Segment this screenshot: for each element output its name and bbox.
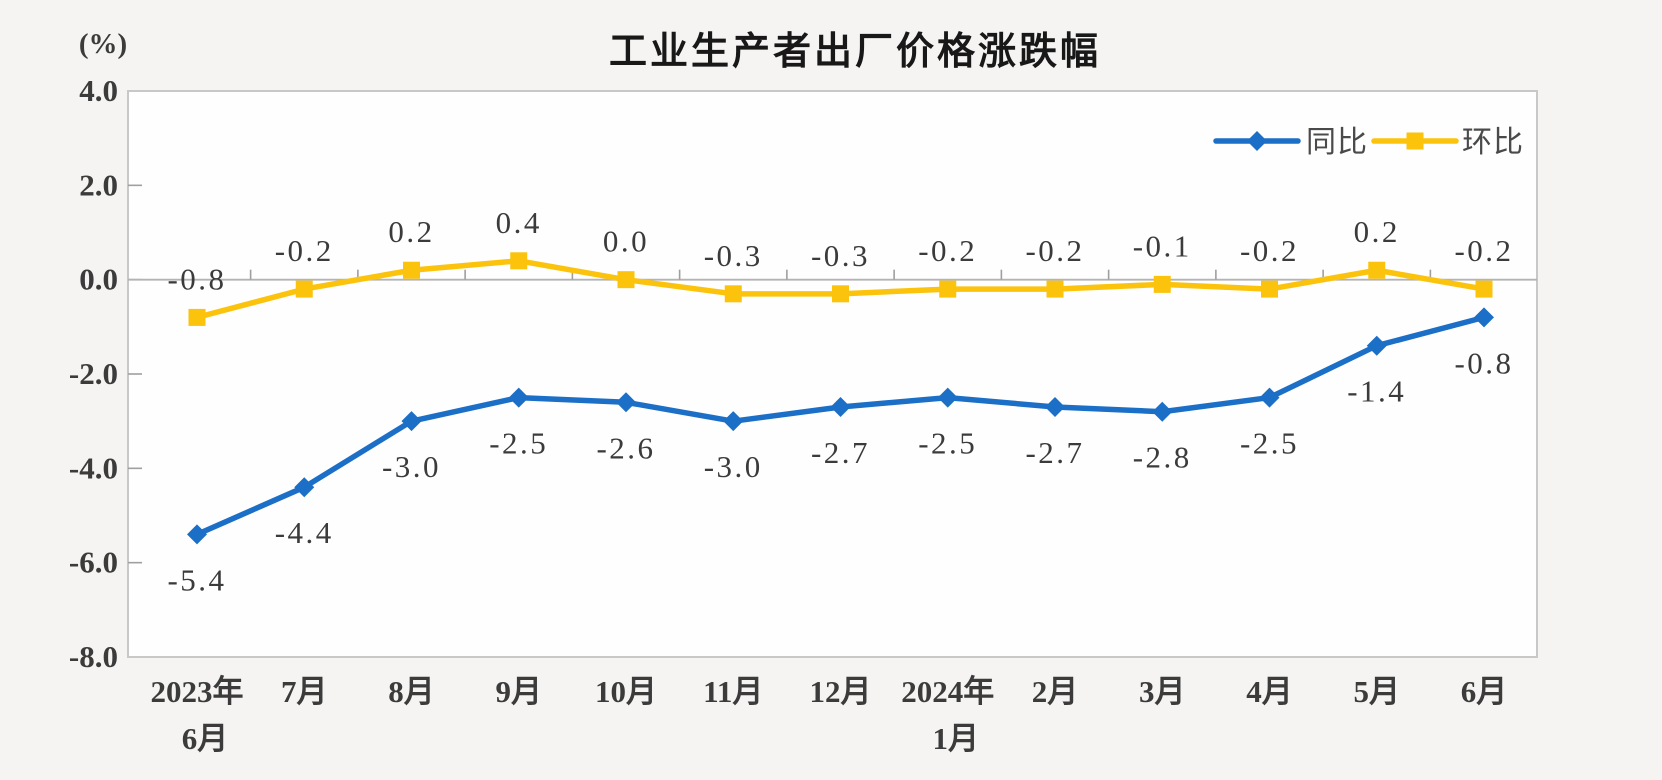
data-point-marker-同比 [1152,401,1173,422]
chart-title: 工业生产者出厂价格涨跌幅 [608,31,1101,73]
data-label-环比: -0.2 [1025,233,1084,268]
data-point-marker-同比 [401,411,422,432]
x-axis-label: 10月 [595,674,657,709]
data-label-同比: -5.4 [167,562,226,597]
x-axis-label: 3月 [1139,674,1186,709]
x-axis-label: 2月 [1032,674,1079,709]
data-label-同比: -2.7 [811,435,870,470]
data-label-环比: -0.2 [275,233,334,268]
legend-label-环比: 环比 [1462,126,1524,159]
data-label-环比: -0.3 [811,238,870,273]
data-point-marker-环比 [939,280,957,298]
data-label-同比: -4.4 [275,515,334,550]
data-point-marker-环比 [188,308,206,326]
legend-marker-同比 [1247,131,1267,151]
data-point-marker-环比 [1368,261,1386,279]
data-label-环比: -0.2 [1454,233,1513,268]
data-label-环比: 0.2 [1354,214,1400,249]
data-label-环比: -0.2 [1240,233,1299,268]
x-axis-label: 7月 [281,674,328,709]
x-axis-label: 4月 [1246,674,1293,709]
data-label-同比: -2.5 [489,426,548,461]
data-point-marker-同比 [830,397,851,418]
x-axis-label: 8月 [388,674,435,709]
y-axis-tick-label: 0.0 [79,262,118,297]
plot-area [127,90,1538,658]
data-label-同比: -3.0 [704,449,763,484]
y-axis-tick-label: 2.0 [79,167,118,202]
legend-marker-环比 [1406,132,1424,150]
data-label-同比: -0.8 [1454,345,1513,380]
data-point-marker-环比 [1046,280,1064,298]
y-axis-tick-label: -6.0 [69,545,118,580]
data-label-同比: -2.8 [1133,440,1192,475]
y-axis-tick-label: -4.0 [69,450,118,485]
y-axis-tick-label: -2.0 [69,356,118,391]
data-label-环比: -0.1 [1133,228,1192,263]
data-point-marker-同比 [1045,397,1065,418]
data-point-marker-同比 [1474,307,1494,328]
data-label-环比: -0.2 [918,233,977,268]
data-point-marker-同比 [508,387,529,408]
x-axis-label: 12月 [810,674,872,709]
data-label-同比: -1.4 [1347,374,1406,409]
x-axis-label: 2023年 [151,674,244,709]
data-point-marker-环比 [403,261,420,279]
data-point-marker-同比 [187,524,207,545]
data-label-同比: -2.6 [596,430,655,465]
x-axis-label: 5月 [1354,674,1401,709]
y-axis-tick-label: 4.0 [79,73,118,108]
x-axis-label: 6月 [182,721,229,756]
data-point-marker-环比 [295,280,313,298]
data-point-marker-环比 [1153,275,1171,293]
data-label-同比: -2.5 [1240,426,1299,461]
data-label-同比: -2.7 [1025,435,1084,470]
data-label-环比: 0.0 [603,224,649,259]
data-point-marker-同比 [294,477,315,498]
x-axis-label: 9月 [496,674,543,709]
data-point-marker-同比 [616,392,636,413]
data-label-环比: -0.8 [167,261,226,296]
data-label-环比: 0.4 [496,205,542,240]
y-axis-unit-label: (%) [78,28,128,60]
data-point-marker-环比 [617,271,635,289]
data-point-marker-环比 [724,285,742,303]
data-point-marker-同比 [1366,335,1387,356]
data-point-marker-同比 [937,387,958,408]
data-point-marker-环比 [832,285,849,303]
data-label-同比: -2.5 [918,426,977,461]
data-point-marker-同比 [1259,387,1280,408]
data-label-环比: 0.2 [388,214,434,249]
data-point-marker-环比 [1475,280,1493,298]
data-label-环比: -0.3 [704,238,763,273]
data-point-marker-同比 [723,411,744,432]
y-axis-tick-label: -8.0 [69,639,118,674]
legend-label-同比: 同比 [1306,126,1368,159]
x-axis-label: 1月 [933,721,980,756]
x-axis-label: 6月 [1461,674,1508,709]
x-axis-label: 2024年 [901,674,994,709]
data-label-同比: -3.0 [382,449,441,484]
data-point-marker-环比 [510,252,528,270]
x-axis-label: 11月 [703,674,763,709]
data-point-marker-环比 [1261,280,1278,298]
